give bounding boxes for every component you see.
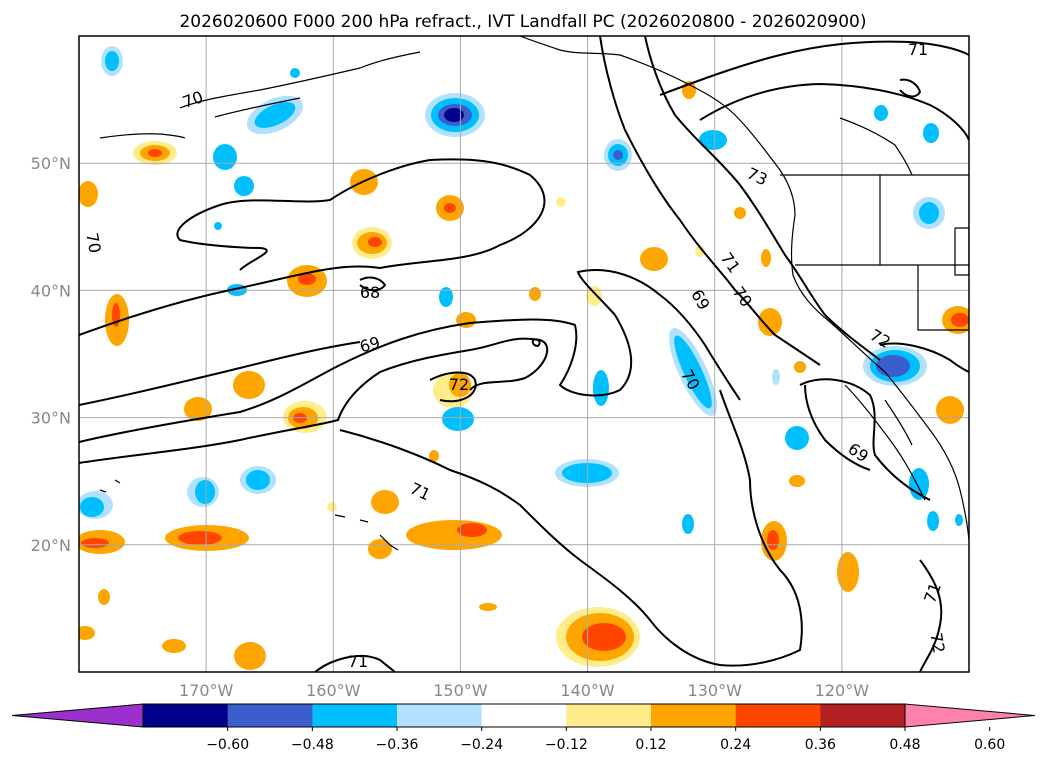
colorbar-segment (566, 704, 652, 727)
map-frame (78, 35, 970, 673)
map-area (79, 36, 969, 672)
latitude-tick-label: 20°N (31, 536, 71, 555)
longitude-tick-label: 150°W (433, 681, 488, 700)
colorbar-tick-label: −0.36 (376, 737, 419, 753)
contour-label: 72 (449, 375, 469, 394)
colorbar-tick-label: 0.12 (635, 737, 666, 753)
colorbar-segment (227, 704, 313, 727)
colorbar-segment (651, 704, 737, 727)
contour-label: 72 (926, 631, 948, 654)
colorbar-extend-min (11, 703, 144, 728)
figure-title: 2026020600 F000 200 hPa refract., IVT La… (179, 12, 866, 32)
longitude-tick-label: 120°W (815, 681, 870, 700)
colorbar-tick-label: −0.12 (545, 737, 588, 753)
colorbar-extend-max (904, 703, 1036, 728)
contour-label: 71 (348, 652, 368, 671)
colorbar-tick-label: −0.24 (460, 737, 503, 753)
longitude-labels: 170°W 160°W 150°W 140°W 130°W 120°W (179, 681, 869, 700)
colorbar-tick-label: 0.48 (889, 737, 920, 753)
colorbar-segment (312, 704, 398, 727)
colorbar-segment (481, 704, 567, 727)
latitude-labels: 20°N 30°N 40°N 50°N (31, 154, 71, 555)
colorbar-segment (820, 704, 906, 727)
longitude-tick-label: 140°W (560, 681, 615, 700)
longitude-tick-label: 160°W (306, 681, 361, 700)
latitude-tick-label: 40°N (31, 281, 71, 300)
colorbar-segment (397, 704, 483, 727)
contour-label: 71 (908, 40, 928, 59)
colorbar-tick-label: −0.48 (291, 737, 334, 753)
contour-label: 68 (360, 283, 380, 302)
colorbar-outline (142, 703, 906, 728)
colorbar-tick-label: 0.36 (805, 737, 836, 753)
latitude-tick-label: 30°N (31, 409, 71, 428)
contour-lines (79, 36, 969, 672)
longitude-tick-label: 130°W (688, 681, 743, 700)
latitude-tick-label: 50°N (31, 154, 71, 173)
colorbar-segment (735, 704, 821, 727)
colorbar-tick-label: 0.24 (720, 737, 751, 753)
coastlines (99, 36, 969, 551)
longitude-tick-label: 170°W (179, 681, 234, 700)
contour-label: 69 (358, 333, 383, 357)
colorbar-tick-label: 0.60 (974, 737, 1005, 753)
gridlines (79, 36, 969, 672)
contour-label: 70 (82, 231, 104, 254)
colorbar-tick-label: −0.60 (206, 737, 249, 753)
colorbar: −0.60 −0.48 −0.36 −0.24 −0.12 0.12 0.24 0.36 0.4… (11, 703, 1036, 753)
colorbar-segment (143, 704, 229, 727)
